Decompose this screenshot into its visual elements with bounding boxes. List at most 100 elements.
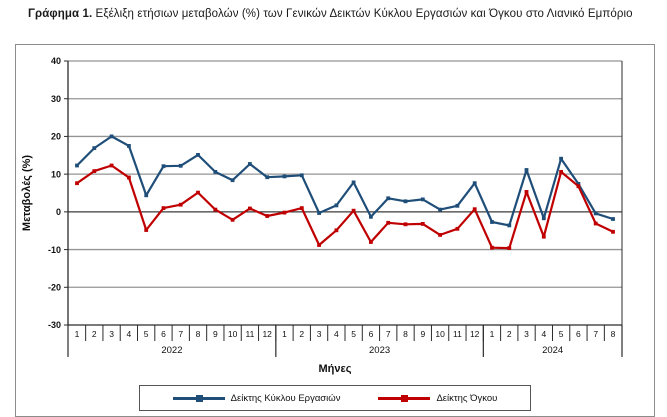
month-tick-label: 1 [282, 329, 287, 339]
data-point-marker [403, 199, 408, 204]
data-point-marker [472, 207, 477, 212]
legend-entry-volume: Δείκτης Όγκου [378, 393, 497, 404]
month-tick-label: 8 [611, 329, 616, 339]
data-point-marker [127, 175, 131, 180]
y-tick-label: -10 [48, 245, 61, 255]
chart-legend: Δείκτης Κύκλου Εργασιών Δείκτης Όγκου [139, 385, 531, 411]
data-point-marker [196, 190, 200, 195]
month-tick-label: 8 [196, 329, 201, 339]
month-tick-label: 11 [245, 329, 254, 339]
month-tick-label: 2 [507, 329, 512, 339]
data-point-marker [196, 153, 200, 157]
data-point-marker [403, 222, 408, 227]
month-tick-label: 5 [351, 329, 356, 339]
data-point-marker [524, 190, 529, 194]
data-point-marker [317, 243, 321, 247]
data-point-marker [299, 173, 304, 178]
figure-title-prefix: Γράφημα 1. [28, 8, 93, 20]
data-point-marker [611, 229, 615, 234]
data-point-marker [127, 144, 131, 148]
month-tick-label: 7 [593, 329, 598, 339]
month-tick-label: 11 [453, 329, 462, 339]
data-point-marker [334, 228, 339, 233]
data-point-marker [144, 193, 149, 198]
data-point-marker [490, 245, 494, 250]
month-tick-label: 9 [420, 329, 425, 339]
data-point-marker [178, 202, 183, 207]
data-point-marker [92, 146, 97, 150]
year-label: 2023 [369, 345, 390, 356]
data-point-marker [507, 246, 512, 250]
data-point-marker [265, 175, 270, 180]
data-point-marker [282, 210, 287, 215]
month-tick-label: 3 [109, 329, 114, 339]
data-point-marker [386, 220, 391, 225]
data-point-marker [317, 211, 321, 215]
data-point-marker [559, 156, 563, 161]
data-point-marker [161, 164, 166, 169]
y-tick-label: 20 [51, 132, 61, 142]
month-tick-label: 12 [262, 329, 272, 339]
month-tick-label: 2 [92, 329, 97, 339]
data-point-marker [282, 174, 287, 179]
year-label: 2022 [161, 345, 182, 356]
data-point-marker [576, 184, 581, 189]
legend-label-volume: Δείκτης Όγκου [436, 392, 498, 404]
data-point-marker [75, 181, 79, 186]
series-line-0 [76, 135, 614, 227]
y-tick-label: 30 [51, 94, 61, 104]
data-point-marker [438, 207, 442, 212]
month-tick-label: 6 [161, 329, 166, 339]
month-tick-label: 5 [144, 329, 149, 339]
month-tick-label: 4 [541, 329, 546, 339]
chart-container: -30 -20 -10 0 10 20 30 40 Μεταβολές (%) 1 2 3 4 5 6 7 8 9… [15, 44, 655, 417]
data-point-marker [369, 240, 373, 244]
data-point-marker [334, 203, 339, 208]
data-point-marker [92, 169, 97, 173]
data-point-marker [230, 217, 235, 222]
legend-line-sample-icon [172, 394, 225, 402]
data-point-marker [213, 170, 218, 174]
month-tick-label: 1 [490, 329, 495, 339]
data-point-marker [369, 214, 373, 219]
month-tick-label: 4 [334, 329, 339, 339]
data-point-marker [593, 221, 598, 226]
data-point-marker [109, 163, 114, 168]
y-tick-label: -20 [48, 282, 61, 292]
month-tick-label: 3 [524, 329, 529, 339]
data-point-marker [109, 134, 114, 139]
data-point-marker [455, 203, 460, 208]
month-tick-label: 7 [386, 329, 391, 339]
month-tick-label: 12 [470, 329, 480, 339]
legend-label-turnover: Δείκτης Κύκλου Εργασιών [230, 392, 341, 404]
data-point-marker [420, 197, 425, 202]
month-tick-label: 10 [435, 329, 445, 339]
data-point-marker [438, 233, 442, 237]
data-point-marker [351, 180, 356, 185]
y-tick-label: 40 [51, 56, 61, 66]
legend-entry-turnover: Δείκτης Κύκλου Εργασιών [172, 392, 341, 404]
data-point-marker [472, 181, 477, 186]
data-point-marker [178, 163, 183, 168]
data-point-marker [161, 206, 166, 210]
data-point-marker [576, 182, 581, 186]
data-point-marker [507, 223, 512, 228]
data-point-marker [265, 214, 270, 218]
x-axis-title: Μήνες [318, 363, 352, 375]
y-axis-title: Μεταβολές (%) [21, 155, 33, 231]
data-point-marker [351, 208, 356, 213]
data-point-marker [541, 216, 546, 221]
month-tick-label: 6 [369, 329, 374, 339]
data-point-marker [455, 226, 460, 231]
data-point-marker [248, 162, 252, 166]
data-point-marker [524, 168, 529, 172]
y-tick-label: 0 [56, 207, 61, 217]
data-point-marker [611, 217, 615, 221]
year-label: 2024 [542, 345, 563, 356]
month-tick-label: 3 [317, 329, 322, 339]
data-point-marker [299, 206, 304, 210]
data-point-marker [386, 196, 391, 201]
month-tick-label: 2 [299, 329, 304, 339]
figure-title-text: Εξέλιξη ετήσιων μεταβολών (%) των Γενικώ… [92, 8, 633, 20]
